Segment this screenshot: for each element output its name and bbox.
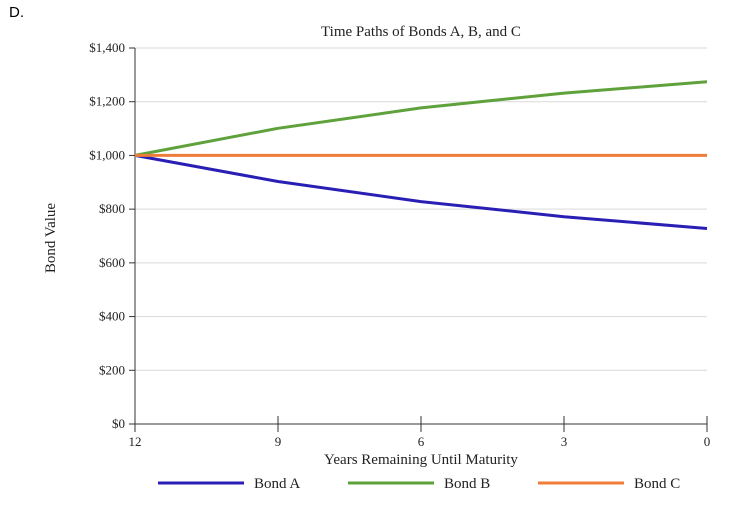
legend-label: Bond C (634, 476, 680, 492)
legend-label: Bond A (254, 476, 300, 492)
y-tick-label: $1,400 (89, 40, 125, 55)
series-lines (134, 80, 708, 230)
y-tick-label: $1,000 (89, 147, 125, 162)
legend-label: Bond B (444, 476, 490, 492)
x-tick-label: 3 (561, 434, 568, 449)
y-axis-ticks: $0 $200 $400 $600 $800 $1,000 $1,200 $1,400 (89, 40, 135, 431)
option-label: D. (9, 4, 24, 21)
x-axis-ticks: 12 9 6 3 0 (129, 416, 711, 449)
y-tick-label: $0 (112, 416, 125, 431)
grid-lines (135, 47, 707, 371)
y-tick-label: $800 (99, 201, 125, 216)
y-tick-label: $600 (99, 255, 125, 270)
x-axis-title: Years Remaining Until Maturity (324, 452, 518, 468)
series-line-bond-b (134, 80, 708, 157)
series-line-bond-a (134, 153, 708, 230)
x-tick-label: 12 (129, 434, 142, 449)
y-tick-label: $200 (99, 362, 125, 377)
y-tick-label: $400 (99, 309, 125, 324)
legend: Bond A Bond B Bond C (158, 476, 680, 492)
chart-title: Time Paths of Bonds A, B, and C (321, 24, 521, 40)
x-tick-label: 6 (418, 434, 425, 449)
y-axis-title: Bond Value (43, 203, 59, 273)
x-tick-label: 0 (704, 434, 711, 449)
y-tick-label: $1,200 (89, 94, 125, 109)
axes (134, 48, 707, 425)
x-tick-label: 9 (275, 434, 282, 449)
